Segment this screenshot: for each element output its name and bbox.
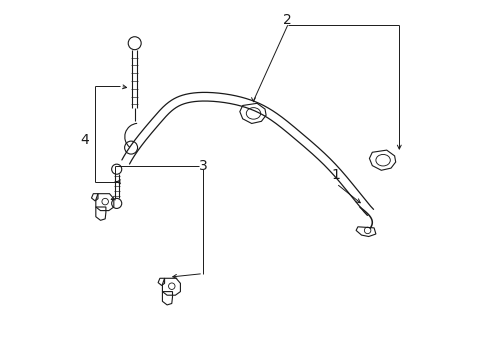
Text: 2: 2 (283, 13, 291, 27)
Text: 3: 3 (198, 159, 207, 172)
Text: 4: 4 (80, 134, 88, 147)
Text: 1: 1 (331, 168, 340, 181)
